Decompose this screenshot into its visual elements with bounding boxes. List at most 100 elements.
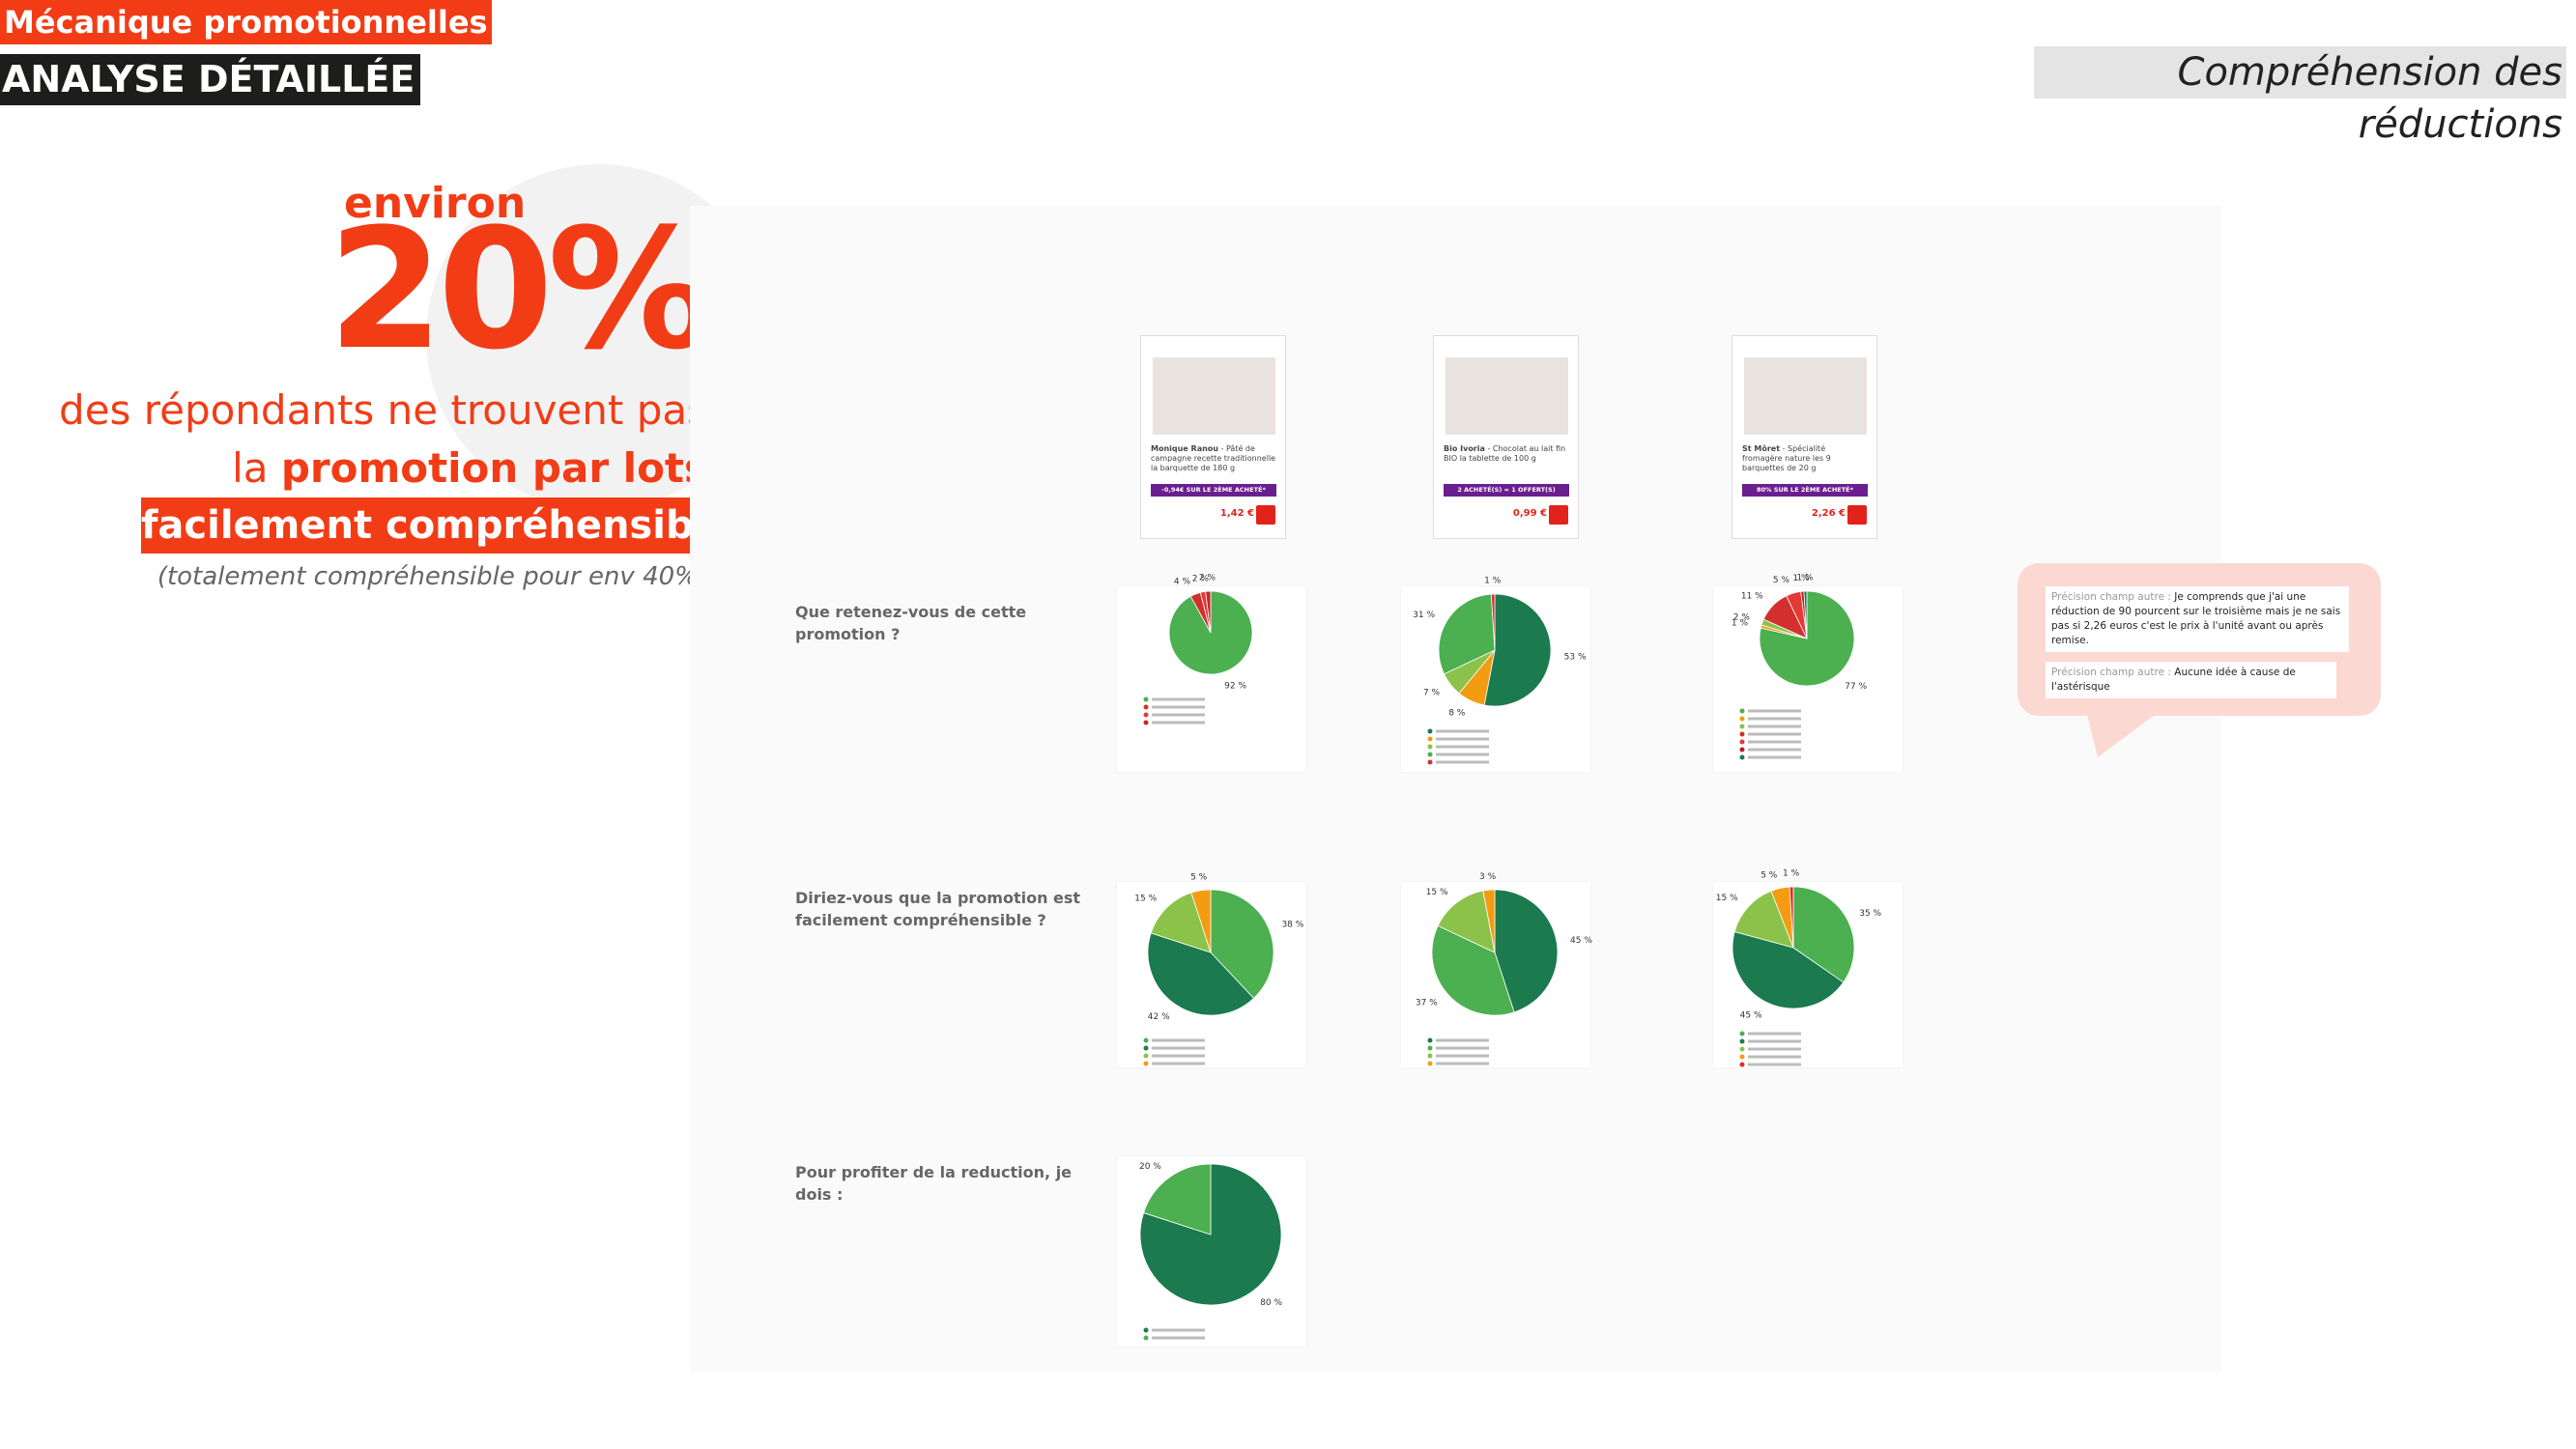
legend-text-placeholder [1436, 1062, 1489, 1065]
slice-label: 2 % [1192, 575, 1210, 584]
legend-text-placeholder [1152, 713, 1205, 717]
product-card: St Môret - Spécialité fromagère nature l… [1732, 335, 1877, 539]
legend-text-placeholder [1436, 737, 1489, 741]
legend-text-placeholder [1748, 755, 1801, 759]
slice-label: 80 % [1260, 1298, 1282, 1308]
question: Que retenez-vous de cette promotion ? [795, 603, 1027, 643]
legend-text-placeholder [1152, 705, 1205, 709]
legend-text-placeholder [1436, 1038, 1489, 1042]
legend-text-placeholder [1748, 1063, 1801, 1066]
legend-swatch [1739, 716, 1745, 722]
slice-label: 37 % [1416, 999, 1438, 1009]
comment-text: Je comprends que j'ai une réduction de 9… [2051, 591, 2341, 646]
pie-slice [1190, 889, 1212, 953]
tag: Mécanique promotionnelles [0, 0, 492, 44]
legend-swatch [1739, 1046, 1745, 1052]
pie-slice [1789, 886, 1794, 949]
legend-swatch [1427, 1045, 1433, 1051]
legend-swatch [1427, 744, 1433, 750]
pie-slice [1437, 890, 1496, 953]
pie-slice [1205, 590, 1212, 634]
topic-title: Compréhension des réductions [2034, 46, 2566, 147]
legend-text-placeholder [1152, 697, 1205, 701]
legend-swatch [1739, 731, 1745, 737]
slice-label: 53 % [1564, 652, 1587, 662]
slice-label: 1 % [1792, 574, 1810, 583]
legend-swatch [1739, 1031, 1745, 1037]
headline-line: la promotion par lots [232, 442, 708, 495]
slice-label: 31 % [1413, 611, 1435, 620]
legend-swatch [1143, 704, 1149, 710]
legend-swatch [1427, 1061, 1433, 1066]
legend-text-placeholder [1152, 1062, 1205, 1065]
question: Pour profiter de la reduction, je dois : [795, 1163, 1073, 1204]
headline-highlight: facilement compréhensibles [141, 497, 756, 554]
legend-text-placeholder [1748, 732, 1801, 736]
slice-label: 15 % [1134, 895, 1157, 904]
promo-badge: -0,94€ SUR LE 2ÈME ACHETÉ* [1151, 484, 1276, 497]
slice-label: 45 % [1740, 1010, 1762, 1020]
cart-icon [1847, 505, 1867, 525]
pie-slice [1210, 889, 1274, 999]
legend-text-placeholder [1436, 1046, 1489, 1050]
headline-prefix: environ [344, 179, 527, 228]
pie-slice [1490, 593, 1496, 651]
comment: Précision champ autre : Je comprends que… [2046, 586, 2349, 652]
comment-label: Précision champ autre : [2051, 591, 2171, 603]
legend-text-placeholder [1436, 745, 1489, 749]
legend-text-placeholder [1748, 748, 1801, 752]
legend-swatch [1427, 752, 1433, 757]
slice-label: 77 % [1845, 682, 1867, 692]
legend-swatch [1427, 1053, 1433, 1059]
legend-text-placeholder [1152, 1328, 1205, 1332]
legend-swatch [1143, 720, 1149, 725]
legend-text-placeholder [1748, 1032, 1801, 1036]
product-image [1153, 357, 1275, 435]
slice-label: 42 % [1148, 1012, 1170, 1022]
legend-swatch [1739, 1054, 1745, 1060]
pie-slice [1482, 889, 1496, 953]
headline-figure: 20% [328, 192, 714, 386]
slice-label: 1 % [1783, 869, 1800, 879]
cart-icon [1549, 505, 1568, 525]
legend-swatch [1739, 708, 1745, 714]
legend-swatch [1143, 696, 1149, 702]
legend-text-placeholder [1436, 1054, 1489, 1058]
legend-swatch [1739, 724, 1745, 729]
slice-label: 4 % [1174, 578, 1191, 587]
slice-label: 2 % [1733, 613, 1751, 623]
section-title: ANALYSE DÉTAILLÉE [0, 54, 421, 105]
pie-slice [1792, 886, 1855, 983]
legend-text-placeholder [1152, 721, 1205, 724]
pie-slice [1733, 890, 1794, 949]
legend-text-placeholder [1748, 1039, 1801, 1043]
legend-text-placeholder [1436, 760, 1489, 764]
legend-swatch [1739, 1038, 1745, 1044]
pie-slice [1139, 1163, 1282, 1306]
slice-label: 2 % [1199, 574, 1216, 583]
legend-swatch [1143, 1327, 1149, 1333]
legend-swatch [1739, 754, 1745, 760]
pie-slice [1438, 593, 1496, 675]
headline-bold: promotion par lots [280, 444, 708, 492]
slice-label: 92 % [1224, 682, 1246, 692]
pie-slice [1483, 593, 1552, 707]
slice-label: 11 % [1741, 592, 1763, 602]
slice-label: 15 % [1426, 888, 1448, 897]
comment-label: Précision champ autre : [2051, 667, 2171, 678]
legend-swatch [1427, 728, 1433, 734]
slice-label: 45 % [1570, 936, 1592, 946]
legend-swatch [1739, 1062, 1745, 1067]
legend-text-placeholder [1152, 1038, 1205, 1042]
product-brand: St Môret [1742, 444, 1781, 453]
product-name: St Môret - Spécialité fromagère nature l… [1742, 444, 1868, 473]
legend-swatch [1427, 736, 1433, 742]
legend-text-placeholder [1748, 709, 1801, 713]
comment: Précision champ autre : Aucune idée à ca… [2046, 662, 2336, 698]
product-name: Monique Ranou - Pâté de campagne recette… [1151, 444, 1276, 473]
product-card: Bio Ivoria - Chocolat au lait fin BIO la… [1433, 335, 1579, 539]
legend-swatch [1143, 1037, 1149, 1043]
product-desc: - Chocolat au lait fin BIO la tablette d… [1444, 444, 1566, 463]
